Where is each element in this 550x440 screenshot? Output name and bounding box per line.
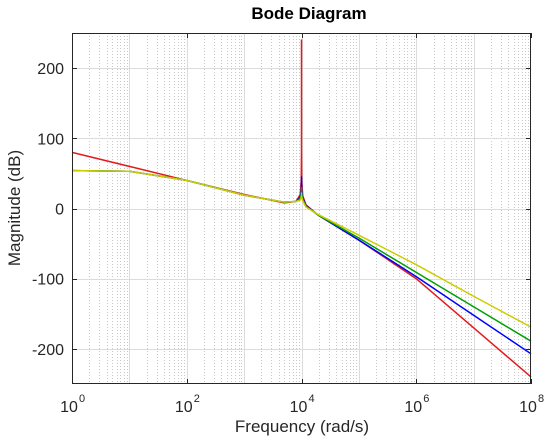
x-tick-base: 10 (60, 399, 78, 416)
chart-title: Bode Diagram (251, 4, 366, 23)
y-tick-label: -100 (32, 272, 64, 289)
x-tick-base: 10 (290, 399, 308, 416)
x-axis-label: Frequency (rad/s) (235, 417, 369, 436)
y-axis-label: Magnitude (dB) (5, 150, 24, 266)
x-tick-label: 10 2 (175, 393, 200, 416)
x-tick-exponent: 4 (309, 393, 315, 405)
y-tick-label: -200 (32, 342, 64, 359)
x-tick-label: 10 4 (290, 393, 315, 416)
axes-box (72, 33, 531, 384)
x-tick-base: 10 (404, 399, 422, 416)
y-tick-label: 100 (37, 131, 64, 148)
x-tick-exponent: 8 (538, 393, 544, 405)
x-tick-label: 10 8 (519, 393, 544, 416)
x-tick-label: 10 0 (60, 393, 85, 416)
x-tick-base: 10 (175, 399, 193, 416)
y-tick-label: 200 (37, 61, 64, 78)
x-tick-exponent: 6 (423, 393, 429, 405)
y-tick-label: 0 (55, 202, 64, 219)
x-tick-exponent: 2 (194, 393, 200, 405)
series-line-4 (71, 169, 532, 328)
tick-marks (72, 33, 532, 384)
x-tick-exponent: 0 (79, 393, 85, 405)
x-tick-base: 10 (519, 399, 537, 416)
x-tick-labels: 10 0 10 2 10 4 10 6 10 8 (60, 393, 544, 416)
y-tick-labels: 200 100 0 -100 -200 (32, 61, 64, 359)
series-lines (71, 39, 532, 378)
x-tick-label: 10 6 (404, 393, 429, 416)
